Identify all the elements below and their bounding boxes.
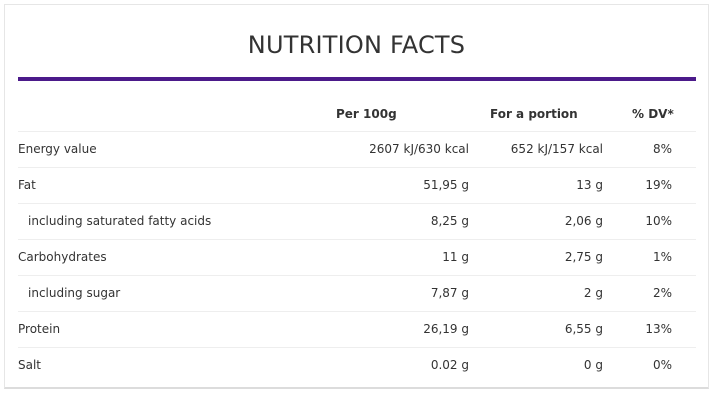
row-per-100g-value: 26,19 g [423,322,469,336]
row-dv-value: 19% [645,178,672,192]
row-label: including saturated fatty acids [28,214,212,228]
nutrition-facts-card: NUTRITION FACTS Per 100g For a portion %… [4,4,709,389]
row-dv-value: 0% [652,358,672,372]
row-per-100g-value: 7,87 g [430,286,469,300]
table-row-salt: Salt 0.02 g 0 g 0% [18,348,696,384]
row-portion-value: 0 g [583,358,603,372]
row-label: including sugar [28,286,121,300]
table-row-protein: Protein 26,19 g 6,55 g 13% [18,312,696,348]
column-header-per-100g: Per 100g [336,107,397,121]
row-dv-value: 13% [645,322,672,336]
row-label: Energy value [18,142,97,156]
row-portion-value: 2 g [583,286,603,300]
table-row-energy: Energy value 2607 kJ/630 kcal 652 kJ/157… [18,132,696,168]
table-row-saturated-fat: including saturated fatty acids 8,25 g 2… [18,204,696,240]
row-label: Fat [18,178,36,192]
row-portion-value: 2,06 g [564,214,603,228]
row-per-100g-value: 51,95 g [423,178,469,192]
row-dv-value: 8% [652,142,672,156]
column-header-dv: % DV* [632,107,674,121]
table-row-sugar: including sugar 7,87 g 2 g 2% [18,276,696,312]
table-row-carbohydrates: Carbohydrates 11 g 2,75 g 1% [18,240,696,276]
page-title: NUTRITION FACTS [247,31,466,59]
nutrition-table: Per 100g For a portion % DV* Energy valu… [18,97,696,384]
row-portion-value: 6,55 g [564,322,603,336]
row-per-100g-value: 2607 kJ/630 kcal [369,142,469,156]
row-per-100g-value: 8,25 g [430,214,469,228]
row-portion-value: 2,75 g [564,250,603,264]
row-label: Protein [18,322,61,336]
row-portion-value: 13 g [576,178,603,192]
row-label: Salt [18,358,42,372]
title-divider [18,77,696,81]
row-label: Carbohydrates [18,250,107,264]
row-dv-value: 2% [652,286,672,300]
row-per-100g-value: 11 g [442,250,469,264]
table-header-row: Per 100g For a portion % DV* [18,97,696,132]
table-row-fat: Fat 51,95 g 13 g 19% [18,168,696,204]
row-per-100g-value: 0.02 g [430,358,469,372]
row-portion-value: 652 kJ/157 kcal [510,142,603,156]
column-header-portion: For a portion [490,107,578,121]
row-dv-value: 10% [645,214,672,228]
row-dv-value: 1% [652,250,672,264]
